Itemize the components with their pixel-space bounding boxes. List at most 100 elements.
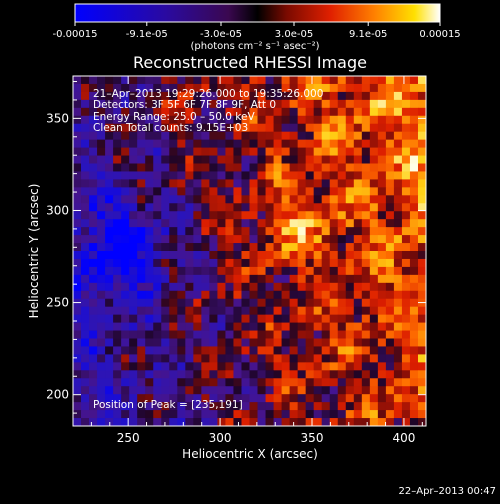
heatmap-cell xyxy=(361,314,371,323)
heatmap-cell xyxy=(345,211,355,220)
heatmap-cell xyxy=(89,314,98,323)
heatmap-cell xyxy=(185,394,194,403)
heatmap-cell xyxy=(97,107,106,117)
heatmap-cell xyxy=(345,386,355,395)
heatmap-cell xyxy=(369,107,379,117)
heatmap-cell xyxy=(369,76,379,85)
heatmap-cell xyxy=(377,147,387,156)
heatmap-cell xyxy=(89,274,98,284)
heatmap-cell xyxy=(337,91,347,101)
heatmap-cell xyxy=(329,370,339,379)
heatmap-cell xyxy=(393,155,403,164)
heatmap-cell xyxy=(217,258,226,268)
heatmap-cell xyxy=(137,370,146,379)
heatmap-cell xyxy=(321,306,331,316)
heatmap-cell xyxy=(329,115,339,125)
heatmap-cell xyxy=(385,362,395,371)
heatmap-cell xyxy=(233,362,242,371)
heatmap-cell xyxy=(153,394,162,403)
heatmap-cell xyxy=(361,76,371,85)
heatmap-cell xyxy=(89,115,98,125)
heatmap-cell xyxy=(217,330,226,339)
heatmap-cell xyxy=(297,139,307,148)
heatmap-cell xyxy=(281,282,291,292)
heatmap-cell xyxy=(153,211,162,220)
heatmap-cell xyxy=(321,266,331,276)
heatmap-cell xyxy=(129,370,138,379)
heatmap-cell xyxy=(217,155,226,164)
heatmap-cell xyxy=(105,123,114,133)
heatmap-cell xyxy=(337,155,347,164)
heatmap-cell xyxy=(313,179,323,188)
heatmap-cell xyxy=(273,147,282,156)
heatmap-cell xyxy=(385,83,395,93)
heatmap-cell xyxy=(137,346,146,355)
heatmap-cell xyxy=(209,346,218,355)
heatmap-cell xyxy=(217,107,226,117)
heatmap-cell xyxy=(345,290,355,300)
heatmap-cell xyxy=(273,83,282,93)
heatmap-cell xyxy=(129,243,138,252)
heatmap-cell xyxy=(297,243,307,252)
heatmap-cell xyxy=(321,314,331,323)
heatmap-cell xyxy=(121,346,130,355)
heatmap-cell xyxy=(97,282,106,292)
heatmap-cell xyxy=(161,219,170,228)
heatmap-cell xyxy=(121,107,130,117)
heatmap-cell xyxy=(129,314,138,323)
heatmap-cell xyxy=(401,91,411,101)
heatmap-cell xyxy=(193,171,202,180)
heatmap-cell xyxy=(321,362,331,371)
heatmap-cell xyxy=(193,115,202,125)
heatmap-cell xyxy=(377,203,387,212)
heatmap-cell xyxy=(81,211,90,220)
heatmap-cell xyxy=(105,266,114,276)
heatmap-cell xyxy=(345,107,355,117)
heatmap-cell xyxy=(105,243,114,252)
heatmap-cell xyxy=(193,131,202,141)
heatmap-cell xyxy=(257,251,266,260)
heatmap-cell xyxy=(345,219,355,228)
heatmap-cell xyxy=(241,386,250,395)
heatmap-cell xyxy=(201,306,210,316)
heatmap-cell xyxy=(281,266,291,276)
heatmap-cell xyxy=(321,298,331,308)
heatmap-cell xyxy=(233,147,242,156)
heatmap-cell xyxy=(393,394,403,403)
heatmap-cell xyxy=(73,83,82,93)
heatmap-cell xyxy=(369,322,379,331)
heatmap-cell xyxy=(97,386,106,395)
heatmap-cell xyxy=(105,163,114,172)
heatmap-cell xyxy=(417,314,427,323)
heatmap-cell xyxy=(409,378,419,387)
heatmap-cell xyxy=(289,203,299,212)
heatmap-cell xyxy=(145,76,154,85)
heatmap-cell xyxy=(201,91,210,101)
heatmap-cell xyxy=(361,123,371,133)
heatmap-cell xyxy=(105,370,114,379)
heatmap-cell xyxy=(193,235,202,244)
heatmap-cell xyxy=(89,147,98,156)
heatmap-cell xyxy=(193,418,202,427)
heatmap-cell xyxy=(281,219,291,228)
heatmap-cell xyxy=(177,219,186,228)
heatmap-cell xyxy=(377,346,387,355)
heatmap-cell xyxy=(401,370,411,379)
heatmap-cell xyxy=(209,76,218,85)
heatmap-cell xyxy=(241,235,250,244)
heatmap-cell xyxy=(225,195,234,204)
heatmap-cell xyxy=(233,370,242,379)
heatmap-cell xyxy=(193,147,202,156)
heatmap-cell xyxy=(209,155,218,164)
heatmap-cell xyxy=(241,195,250,204)
heatmap-cell xyxy=(145,123,154,133)
heatmap-cell xyxy=(193,370,202,379)
heatmap-cell xyxy=(73,338,82,347)
heatmap-cell xyxy=(345,282,355,292)
heatmap-cell xyxy=(209,290,218,300)
heatmap-cell xyxy=(153,418,162,427)
heatmap-cell xyxy=(289,115,299,125)
heatmap-cell xyxy=(321,386,331,395)
heatmap-cell xyxy=(177,258,186,268)
heatmap-cell xyxy=(409,227,419,236)
